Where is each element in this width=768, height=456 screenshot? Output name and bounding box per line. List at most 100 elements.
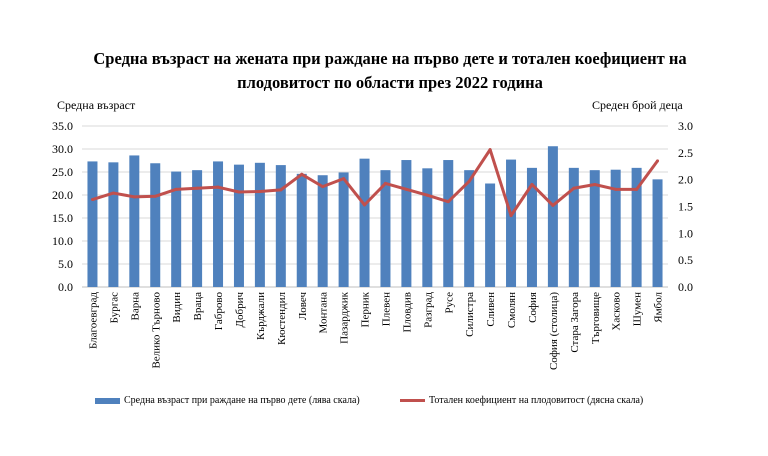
bar	[192, 170, 203, 287]
line-point	[488, 148, 492, 152]
line-point	[656, 159, 660, 163]
bar	[108, 162, 119, 287]
category-label: София	[527, 292, 539, 323]
left-tick-label: 30.0	[52, 142, 73, 156]
category-label: Хасково	[611, 292, 623, 331]
line-point	[593, 182, 597, 186]
category-label: Ловеч	[297, 292, 309, 320]
category-label: Ямбол	[653, 292, 665, 323]
line-point	[132, 195, 136, 199]
line-point	[509, 214, 513, 218]
category-label: Бургас	[108, 292, 120, 323]
bar	[589, 170, 600, 287]
bar	[526, 167, 537, 287]
line-point	[467, 179, 471, 183]
line-point	[90, 198, 94, 202]
bar	[150, 163, 161, 287]
line-point	[446, 200, 450, 204]
bar	[422, 168, 433, 287]
legend-line: Тотален коефициент на плодовитост (дясна…	[400, 395, 643, 406]
category-label: Варна	[129, 292, 141, 321]
right-tick-label: 0.5	[678, 253, 693, 267]
line-point	[321, 185, 325, 189]
category-label: Стара Загора	[569, 292, 581, 353]
bar	[275, 165, 286, 287]
bar	[506, 159, 517, 287]
line-point	[635, 187, 639, 191]
category-label: Кърджали	[255, 292, 267, 340]
category-label: Пазарджик	[339, 291, 351, 343]
line-point	[551, 203, 555, 207]
line-point	[153, 194, 157, 198]
legend-bar-label: Средна възраст при раждане на първо дете…	[124, 395, 360, 406]
bar	[359, 158, 370, 287]
bar	[254, 162, 265, 287]
category-label: Перник	[360, 291, 372, 327]
category-label: Шумен	[632, 292, 644, 326]
legend-line-label: Тотален коефициент на плодовитост (дясна…	[429, 395, 644, 406]
bar	[296, 173, 307, 287]
line-point	[237, 190, 241, 194]
left-tick-label: 35.0	[52, 119, 73, 133]
bar	[213, 161, 224, 287]
line-point	[404, 187, 408, 191]
bar	[485, 183, 496, 287]
category-label: Плевен	[380, 292, 392, 326]
line-point	[342, 177, 346, 181]
bar	[401, 160, 412, 287]
category-label: Търговище	[590, 292, 602, 344]
right-tick-label: 2.0	[678, 173, 693, 187]
category-label: Враца	[192, 292, 204, 321]
bar	[338, 172, 349, 287]
legend-bar-swatch	[95, 397, 120, 404]
right-tick-label: 1.5	[678, 200, 693, 214]
left-axis-label: Средна възраст	[57, 98, 136, 112]
right-tick-label: 0.0	[678, 280, 693, 294]
category-label: Видин	[171, 292, 183, 323]
left-tick-label: 20.0	[52, 188, 73, 202]
line-series	[92, 148, 659, 218]
category-label: Монтана	[318, 292, 330, 334]
category-label: Пловдив	[401, 292, 413, 333]
line-point	[111, 191, 115, 195]
bar	[233, 164, 244, 287]
right-tick-label: 2.5	[678, 146, 693, 160]
line-point	[216, 185, 220, 189]
line-point	[425, 193, 429, 197]
line-point	[258, 189, 262, 193]
bar	[610, 169, 621, 287]
left-tick-label: 5.0	[58, 257, 73, 271]
category-label: Силистра	[464, 292, 476, 337]
line-point	[572, 186, 576, 190]
left-tick-label: 10.0	[52, 234, 73, 248]
category-label: София (столица)	[548, 292, 560, 370]
category-label: Велико Търново	[150, 292, 162, 369]
right-axis-label: Среден брой деца	[592, 98, 683, 112]
bar	[87, 161, 98, 287]
line-point	[174, 187, 178, 191]
category-label: Смолян	[506, 292, 518, 328]
line-point	[383, 181, 387, 185]
bar	[380, 170, 391, 287]
bar	[631, 167, 642, 287]
chart-title: Средна възраст на жената при раждане на …	[93, 49, 687, 92]
line-point	[363, 203, 367, 207]
line-point	[530, 182, 534, 186]
line-point	[195, 186, 199, 190]
category-label: Кюстендил	[276, 292, 288, 345]
category-label: Габрово	[213, 292, 225, 331]
left-tick-label: 15.0	[52, 211, 73, 225]
bar	[568, 167, 579, 287]
left-tick-label: 25.0	[52, 165, 73, 179]
line-point	[279, 188, 283, 192]
bar	[129, 155, 140, 287]
bar	[547, 146, 558, 287]
category-label: Русе	[443, 292, 455, 314]
right-tick-label: 3.0	[678, 119, 693, 133]
category-label: Добрич	[234, 292, 246, 328]
legend-line-swatch	[400, 399, 425, 402]
category-label: Разград	[422, 292, 434, 328]
category-label: Благоевград	[87, 292, 99, 349]
